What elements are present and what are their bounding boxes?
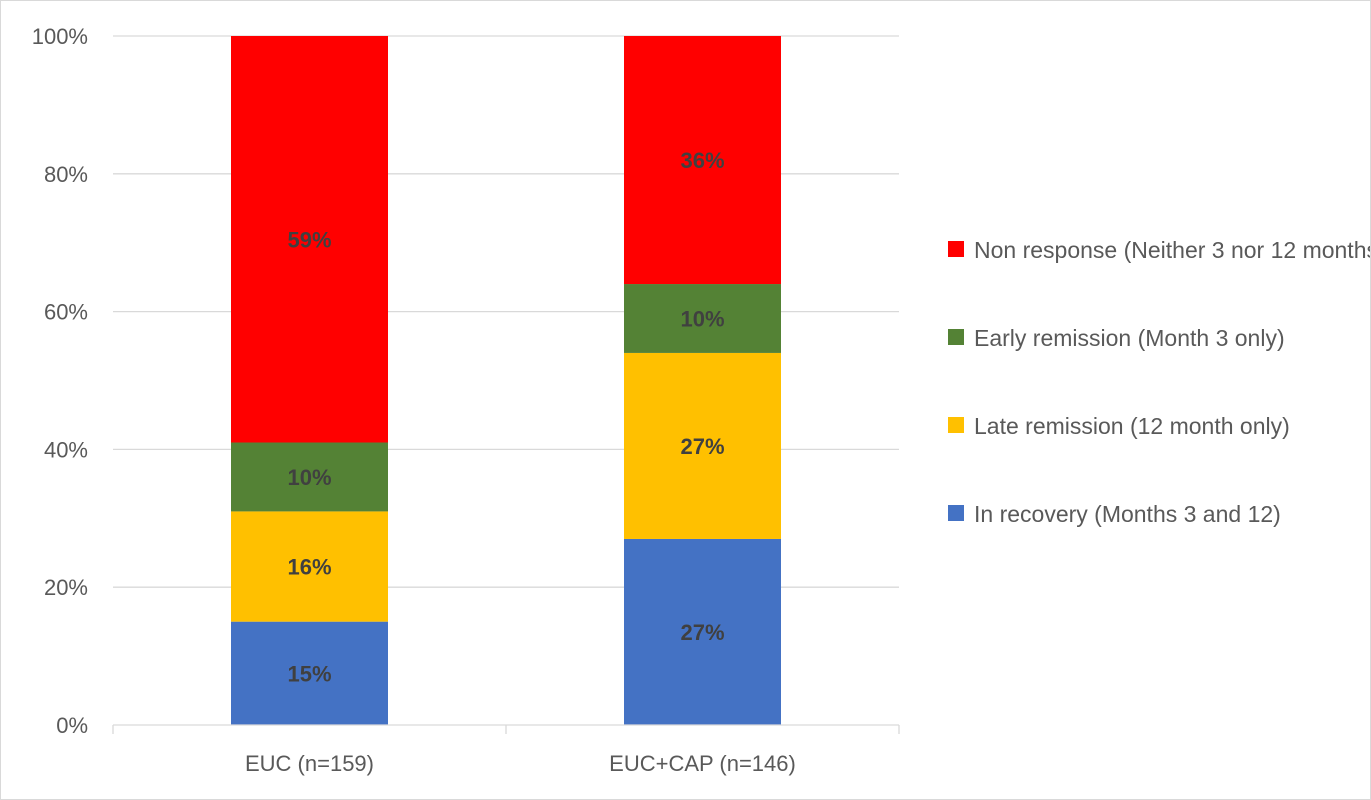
- gridlines: [113, 35, 899, 588]
- y-tick-label: 0%: [56, 713, 88, 738]
- bar-segment: [624, 36, 781, 285]
- data-label: 15%: [287, 661, 331, 686]
- legend-label: Non response (Neither 3 nor 12 months): [974, 237, 1370, 263]
- legend-swatch: [948, 241, 964, 257]
- legend-label: Late remission (12 month only): [974, 413, 1290, 439]
- data-label: 27%: [680, 620, 724, 645]
- bars: 15% 16% 10% 59% 27% 27% 10% 36%: [231, 36, 781, 725]
- legend-swatch: [948, 505, 964, 521]
- y-tick-label: 40%: [44, 437, 88, 462]
- data-label: 36%: [680, 148, 724, 173]
- legend-label: Early remission (Month 3 only): [974, 325, 1285, 351]
- y-tick-label: 60%: [44, 300, 88, 325]
- bar-segment: [624, 538, 781, 725]
- data-label: 59%: [287, 227, 331, 252]
- legend-swatch: [948, 329, 964, 345]
- legend-label: In recovery (Months 3 and 12): [974, 501, 1281, 527]
- data-label: 16%: [287, 555, 331, 580]
- bar-segment: [624, 284, 781, 353]
- y-tick-label: 100%: [32, 24, 88, 49]
- y-axis: 0% 20% 40% 60% 80% 100%: [32, 24, 88, 738]
- x-category-label: EUC+CAP (n=146): [609, 751, 796, 776]
- x-category-label: EUC (n=159): [245, 751, 374, 776]
- bar-segment: [231, 511, 388, 622]
- data-label: 10%: [680, 306, 724, 331]
- bar-segment: [231, 621, 388, 725]
- y-tick-label: 20%: [44, 575, 88, 600]
- data-label: 27%: [680, 434, 724, 459]
- x-axis: EUC (n=159) EUC+CAP (n=146): [112, 724, 900, 776]
- bar-segment: [624, 352, 781, 539]
- bar-segment: [231, 36, 388, 443]
- legend: Non response (Neither 3 nor 12 months) Ea…: [948, 237, 1370, 527]
- y-tick-label: 80%: [44, 162, 88, 187]
- bar-segment: [231, 442, 388, 512]
- legend-swatch: [948, 417, 964, 433]
- data-label: 10%: [287, 465, 331, 490]
